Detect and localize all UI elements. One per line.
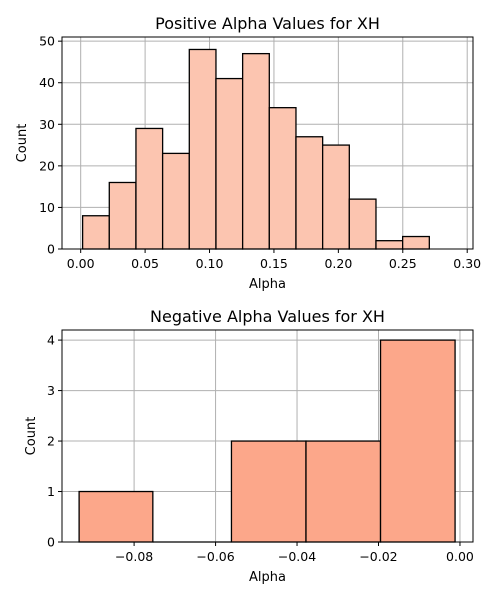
x-tick-label: −0.02 <box>359 549 397 564</box>
y-axis-label: Count <box>15 124 30 163</box>
histogram-bar <box>78 490 154 543</box>
bars <box>78 339 456 543</box>
chart-title: Negative Alpha Values for XH <box>150 307 385 326</box>
plot-frame <box>61 329 474 543</box>
x-tick-label: 0.00 <box>67 256 95 271</box>
histogram-bar <box>135 127 164 250</box>
histogram-bar <box>305 440 382 543</box>
axes: −0.08 −0.06 −0.04 −0.02 0.00 0 1 2 3 4 <box>47 329 474 564</box>
x-axis-label: Alpha <box>249 277 286 292</box>
histogram-bar <box>348 198 377 250</box>
y-tick-label: 1 <box>47 484 55 499</box>
histogram-bar <box>161 152 190 250</box>
y-tick-label: 40 <box>39 75 55 90</box>
histogram-bar <box>268 107 297 250</box>
chart-title: Positive Alpha Values for XH <box>155 14 380 33</box>
y-tick-label: 0 <box>47 242 55 257</box>
histogram-bar <box>230 440 307 543</box>
x-tick-label: 0.05 <box>131 256 159 271</box>
bars <box>81 48 430 250</box>
y-tick-label: 2 <box>47 434 55 449</box>
y-tick-label: 10 <box>39 200 55 215</box>
y-tick-label: 0 <box>47 535 55 550</box>
x-tick-label: 0.20 <box>324 256 352 271</box>
y-axis-label: Count <box>24 417 39 456</box>
histogram-bar <box>402 235 430 250</box>
y-tick-label: 4 <box>47 333 55 348</box>
x-axis-label: Alpha <box>249 570 286 585</box>
x-tick-label: 0.00 <box>446 549 474 564</box>
x-tick-label: 0.25 <box>389 256 417 271</box>
histogram-bar <box>188 48 217 250</box>
histogram-bar <box>295 136 324 250</box>
plot-frame <box>61 36 474 250</box>
x-tick-label: 0.30 <box>453 256 481 271</box>
x-tick-label: −0.04 <box>278 549 316 564</box>
y-tick-label: 50 <box>39 34 55 49</box>
y-tick-label: 30 <box>39 117 55 132</box>
positive-alpha-histogram: Positive Alpha Values for XH Alpha Count… <box>15 14 481 292</box>
y-tick-label: 3 <box>47 383 55 398</box>
x-tick-label: 0.15 <box>260 256 288 271</box>
x-tick-label: −0.06 <box>196 549 234 564</box>
y-tick-label: 20 <box>39 158 55 173</box>
axes: 0.00 0.05 0.10 0.15 0.20 0.25 0.30 0 10 20 30 40 50 <box>39 34 481 271</box>
histogram-bar <box>241 52 270 250</box>
x-tick-label: 0.10 <box>196 256 224 271</box>
histogram-bar <box>379 339 456 543</box>
histogram-bar <box>215 77 244 250</box>
x-tick-label: −0.08 <box>115 549 153 564</box>
histogram-bar <box>81 215 110 250</box>
histogram-bar <box>321 144 350 250</box>
histogram-bar <box>375 240 404 250</box>
negative-alpha-histogram: Negative Alpha Values for XH Alpha Count… <box>24 307 474 585</box>
histogram-bar <box>108 181 137 250</box>
